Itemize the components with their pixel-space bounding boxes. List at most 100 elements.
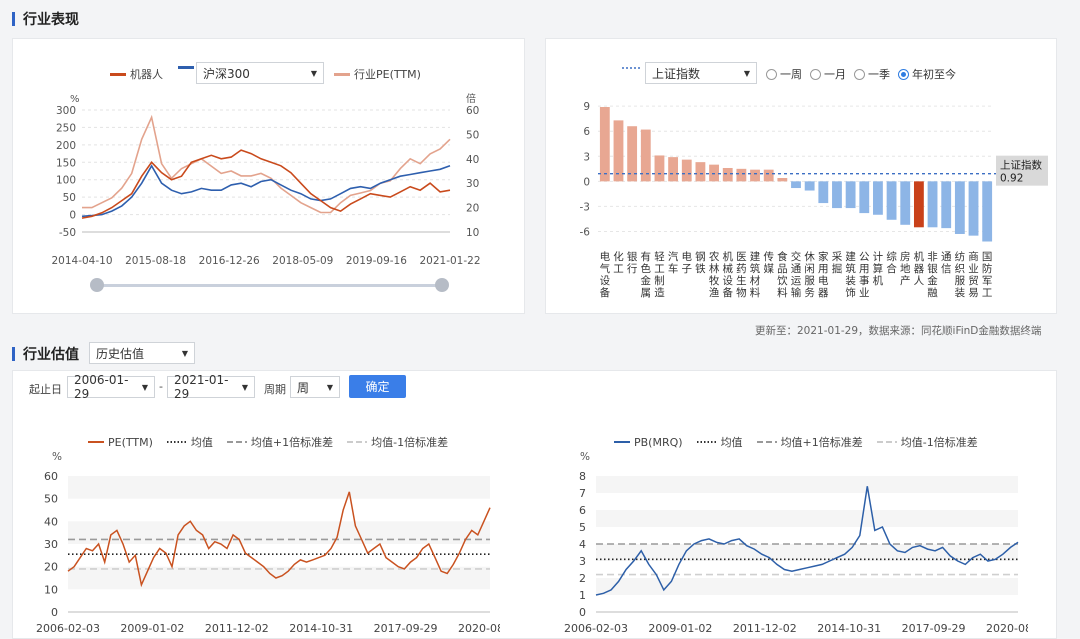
index-selector-left[interactable]: 沪深300 ▼ (196, 62, 324, 84)
legend-label: 均值+1倍标准差 (780, 436, 863, 449)
legend-label: 均值 (190, 436, 213, 449)
selector-value: 历史估值 (96, 346, 145, 361)
legend-plus-sd[interactable]: 均值+1倍标准差 (226, 434, 334, 450)
category-label: 食品饮料 (777, 250, 788, 299)
y-right-tick-label: 20 (466, 203, 479, 215)
chevron-down-icon: ▼ (743, 68, 750, 78)
legend-pe[interactable]: 行业PE(TTM) (334, 66, 421, 82)
y-left-tick-label: 150 (56, 157, 76, 169)
bar (832, 181, 842, 209)
legend-label: 均值-1倍标准差 (900, 436, 978, 449)
category-label: 交通运输 (791, 250, 802, 299)
legend-swatch (178, 66, 194, 69)
y-left-tick-label: 100 (56, 175, 76, 187)
bar (900, 181, 911, 225)
section-title-text: 行业估值 (23, 347, 79, 363)
bar (968, 181, 979, 236)
ref-line-name: 上证指数 (1000, 159, 1042, 172)
category-label: 采掘 (832, 251, 843, 275)
legend-label: 机器人 (130, 68, 163, 81)
title-accent-bar (12, 347, 15, 361)
right-axis-unit: 倍 (466, 92, 476, 105)
legend-mean[interactable]: 均值 (696, 434, 743, 450)
bar (941, 181, 952, 229)
range-slider-end-handle[interactable] (435, 278, 449, 292)
grid-band (68, 566, 490, 590)
legend-pb-mrq[interactable]: PB(MRQ) (614, 434, 683, 450)
y-tick-label: 9 (583, 101, 590, 113)
radio-month[interactable]: 一月 (810, 66, 846, 82)
legend-robot[interactable]: 机器人 (110, 66, 163, 82)
dashed-line-icon (876, 441, 897, 443)
category-label: 机器人 (914, 250, 925, 287)
y-left-tick-label: 200 (56, 140, 76, 152)
y-tick-label: 3 (583, 151, 590, 163)
radio-label: 一月 (824, 68, 846, 81)
radio-circle (766, 68, 777, 80)
end-date-select[interactable]: 2021-01-29 ▼ (167, 373, 255, 401)
start-date-select[interactable]: 2006-01-29 ▼ (67, 373, 155, 401)
pe-legend: PE(TTM) 均值 均值+1倍标准差 均值-1倍标准差 (88, 434, 448, 450)
x-tick-label: 2018-05-09 (272, 255, 333, 267)
legend-hs300 (178, 66, 194, 69)
radio-week[interactable]: 一周 (766, 66, 802, 82)
legend-minus-sd[interactable]: 均值-1倍标准差 (876, 434, 978, 450)
legend-mean[interactable]: 均值 (166, 434, 213, 450)
y-right-tick-label: 30 (466, 178, 479, 190)
chevron-down-icon: ▼ (141, 382, 148, 392)
y-tick-label: 0 (51, 606, 58, 619)
confirm-button[interactable]: 确定 (349, 375, 406, 398)
range-slider-track[interactable] (97, 284, 443, 287)
period-radio-group: 一周 一月 一季 年初至今 (766, 66, 964, 82)
category-label: 综合 (886, 250, 897, 275)
performance-line-chart: % 倍 -50 0 50 100 150 200 250 300 10 20 30 40 50 60 2014-… (51, 92, 480, 267)
title-accent-bar (12, 12, 15, 26)
legend-plus-sd[interactable]: 均值+1倍标准差 (756, 434, 863, 450)
series-line (595, 486, 1019, 596)
radio-circle (810, 68, 821, 80)
performance-line-card (12, 38, 525, 314)
legend-swatch (334, 72, 350, 76)
selector-value: 2006-01-29 (74, 373, 129, 401)
pe-history-chart: % 0 10 20 30 40 50 60 2006-02-03 2009-01-02 2011-1… (36, 451, 500, 635)
bar (763, 169, 774, 182)
y-left-tick-label: 50 (63, 192, 76, 204)
category-label: 家用电器 (818, 250, 829, 299)
chevron-down-icon: ▼ (241, 382, 248, 392)
section-title-text: 行业表现 (23, 12, 79, 28)
y-tick-label: 0 (579, 606, 586, 619)
y-tick-label: 7 (579, 487, 586, 500)
radio-quarter[interactable]: 一季 (854, 66, 890, 82)
bar (873, 181, 883, 215)
bar (736, 168, 747, 182)
legend-ref-line (622, 66, 640, 70)
y-tick-label: 4 (579, 538, 586, 551)
grid-band (68, 521, 490, 544)
legend-label: 均值+1倍标准差 (250, 436, 334, 449)
legend-label: 行业PE(TTM) (354, 68, 421, 81)
bar (927, 181, 938, 228)
bar (954, 181, 965, 234)
period-select[interactable]: 周 ▼ (290, 376, 340, 398)
y-tick-label: 40 (44, 515, 58, 528)
legend-swatch (110, 72, 126, 76)
industry-bar-chart: -6 -3 0 3 6 9 电气设备化工银行有色金属轻工制造汽车电子钢铁农林牧渔机械设备医药… (580, 101, 1048, 299)
dotted-line-icon (622, 67, 640, 69)
legend-minus-sd[interactable]: 均值-1倍标准差 (347, 434, 448, 450)
chevron-down-icon: ▼ (326, 382, 333, 392)
index-selector-right[interactable]: 上证指数 ▼ (645, 62, 757, 84)
x-tick-label: 2014-04-10 (51, 255, 112, 267)
range-slider-start-handle[interactable] (90, 278, 104, 292)
bar (681, 159, 692, 182)
grid-band (596, 578, 1018, 595)
dashed-line-icon (347, 441, 368, 443)
y-axis-unit: % (52, 451, 62, 463)
radio-ytd[interactable]: 年初至今 (898, 66, 956, 82)
legend-pe-ttm[interactable]: PE(TTM) (88, 434, 153, 450)
radio-label: 一季 (868, 68, 890, 81)
valuation-type-select[interactable]: 历史估值 ▼ (89, 342, 195, 364)
dotted-line-icon (696, 441, 717, 443)
y-tick-label: 3 (579, 555, 586, 568)
y-tick-label: 6 (583, 126, 590, 138)
category-label: 银行 (627, 250, 638, 275)
